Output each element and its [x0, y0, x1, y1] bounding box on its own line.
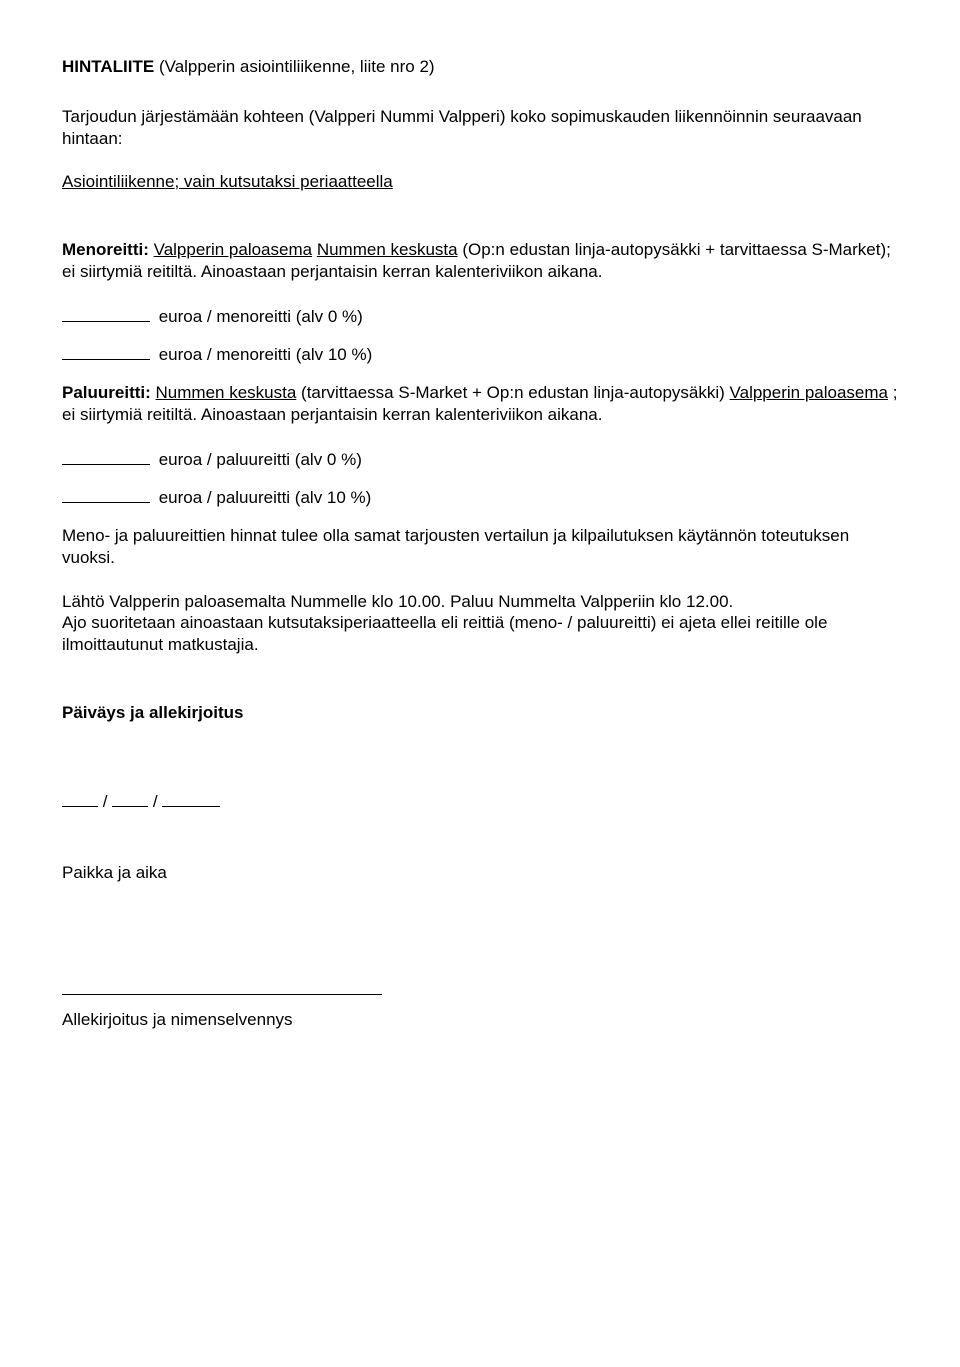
meno-price-0: euroa / menoreitti (alv 0 %)	[62, 305, 898, 328]
asiointi-heading: Asiointiliikenne; vain kutsutaksi periaa…	[62, 171, 898, 193]
paluu-price-10-blank[interactable]	[62, 486, 150, 503]
paluureitti-mid: (tarvittaessa S-Market + Op:n edustan li…	[301, 383, 730, 402]
paluureitti-block: Paluureitti: Nummen keskusta (tarvittaes…	[62, 382, 898, 426]
paluu-price-10-label: euroa / paluureitti (alv 10 %)	[154, 488, 371, 507]
intro-paragraph: Tarjoudun järjestämään kohteen (Valpperi…	[62, 106, 898, 150]
page-title: HINTALIITE (Valpperin asiointiliikenne, …	[62, 56, 898, 78]
note-schedule-a: Lähtö Valpperin paloasemalta Nummelle kl…	[62, 591, 898, 613]
note-schedule: Lähtö Valpperin paloasemalta Nummelle kl…	[62, 591, 898, 656]
date-sep-2: /	[153, 792, 162, 811]
menoreitti-to: Nummen keskusta	[317, 240, 458, 259]
menoreitti-label: Menoreitti:	[62, 240, 149, 259]
place-time-label: Paikka ja aika	[62, 862, 898, 884]
date-year-blank[interactable]	[162, 790, 220, 807]
meno-price-10-blank[interactable]	[62, 343, 150, 360]
menoreitti-from: Valpperin paloasema	[154, 240, 312, 259]
signature-line[interactable]	[62, 994, 382, 995]
paluureitti-label: Paluureitti:	[62, 383, 151, 402]
note-pricing: Meno- ja paluureittien hinnat tulee olla…	[62, 525, 898, 569]
meno-price-10: euroa / menoreitti (alv 10 %)	[62, 343, 898, 366]
signing-heading: Päiväys ja allekirjoitus	[62, 702, 898, 724]
date-fields: / /	[62, 790, 898, 813]
paluureitti-from: Nummen keskusta	[156, 383, 297, 402]
meno-price-0-blank[interactable]	[62, 305, 150, 322]
meno-price-0-label: euroa / menoreitti (alv 0 %)	[154, 307, 363, 326]
title-rest: (Valpperin asiointiliikenne, liite nro 2…	[154, 57, 434, 76]
date-sep-1: /	[103, 792, 112, 811]
note-schedule-b: Ajo suoritetaan ainoastaan kutsutaksiper…	[62, 612, 898, 656]
document-page: HINTALIITE (Valpperin asiointiliikenne, …	[0, 0, 960, 1367]
meno-price-10-label: euroa / menoreitti (alv 10 %)	[154, 345, 372, 364]
date-month-blank[interactable]	[112, 790, 148, 807]
paluu-price-0-blank[interactable]	[62, 448, 150, 465]
signature-label: Allekirjoitus ja nimenselvennys	[62, 1009, 898, 1031]
paluu-price-10: euroa / paluureitti (alv 10 %)	[62, 486, 898, 509]
date-day-blank[interactable]	[62, 790, 98, 807]
paluu-price-0-label: euroa / paluureitti (alv 0 %)	[154, 450, 362, 469]
paluu-price-0: euroa / paluureitti (alv 0 %)	[62, 448, 898, 471]
paluureitti-to: Valpperin paloasema	[730, 383, 888, 402]
title-prefix: HINTALIITE	[62, 57, 154, 76]
menoreitti-block: Menoreitti: Valpperin paloasema Nummen k…	[62, 239, 898, 283]
